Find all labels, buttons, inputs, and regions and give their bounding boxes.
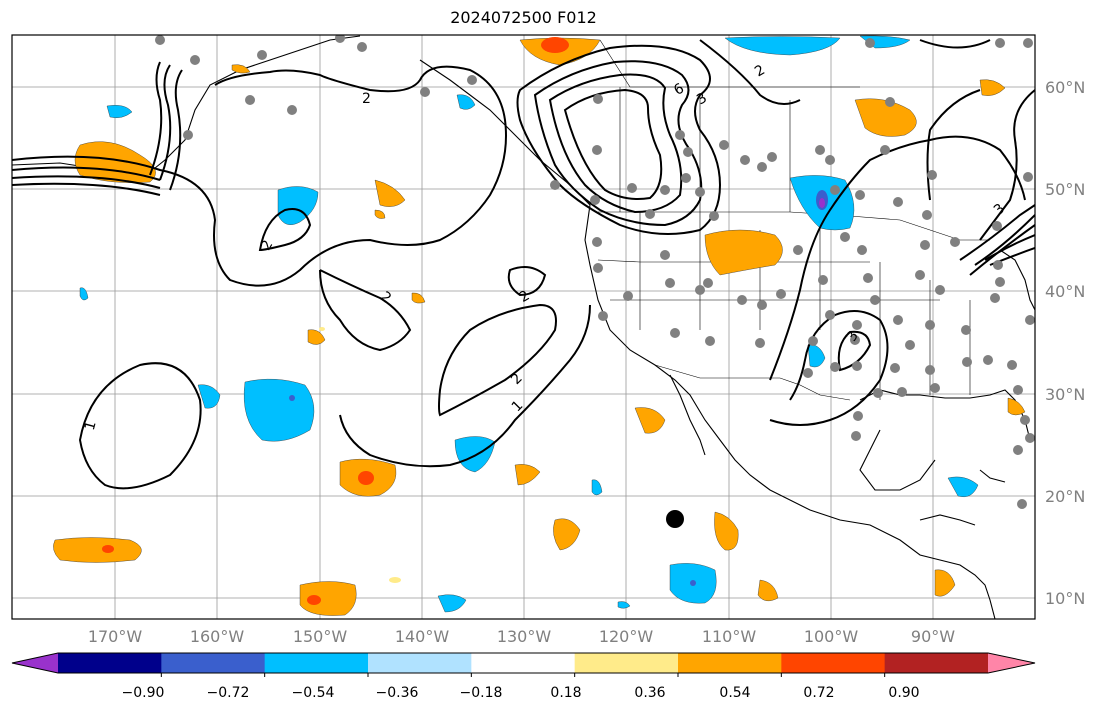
contour-label: 2 (362, 91, 371, 107)
colorbar-tick-label: 0.72 (803, 685, 834, 701)
lon-label: 150°W (293, 627, 348, 646)
lat-label: 30°N (1045, 385, 1085, 404)
colorbar-segment (678, 653, 782, 673)
colorbar-tick-label: −0.54 (292, 685, 335, 701)
colorbar-segment (574, 653, 679, 673)
lat-label: 50°N (1045, 180, 1085, 199)
colorbar-segment (471, 653, 576, 673)
lat-label: 20°N (1045, 487, 1085, 506)
colorbar-tick-label: 0.36 (634, 685, 665, 701)
colorbar-segment (264, 653, 369, 673)
colorbar-tick-label: 0.90 (888, 685, 919, 701)
plot-area (12, 35, 1035, 619)
colorbar-tick-label: 0.54 (719, 685, 750, 701)
colorbar-segment (58, 653, 162, 673)
contours (12, 39, 1035, 490)
colorbar-tick-label: −0.36 (376, 685, 419, 701)
lon-label: 160°W (190, 627, 245, 646)
lon-label: 130°W (497, 627, 552, 646)
plot-frame (11, 34, 1036, 620)
latitude-axis: 60°N 50°N 40°N 30°N 20°N 10°N (1045, 78, 1085, 608)
colorbar-segment (161, 653, 266, 673)
gridlines (12, 35, 1035, 619)
longitude-axis: 170°W 160°W 150°W 140°W 130°W 120°W 110°… (88, 627, 955, 646)
colorbar-tick-label: −0.90 (122, 685, 165, 701)
lon-label: 120°W (599, 627, 654, 646)
lon-label: 110°W (702, 627, 757, 646)
colorbar-tick-label: −0.18 (460, 685, 503, 701)
lat-label: 40°N (1045, 282, 1085, 301)
lat-label: 10°N (1045, 589, 1085, 608)
colorbar-outline (11, 652, 1036, 674)
map-title: 2024072500 F012 (450, 8, 597, 27)
lat-label: 60°N (1045, 78, 1085, 97)
lon-label: 100°W (804, 627, 859, 646)
lon-label: 170°W (88, 627, 143, 646)
colorbar-segment (884, 653, 989, 673)
colorbar-segment (368, 653, 472, 673)
contour-label: 1 (82, 419, 100, 432)
colorbar-tick-label: 0.18 (550, 685, 581, 701)
lon-label: 140°W (395, 627, 450, 646)
storm-center-marker (666, 510, 684, 528)
colorbar-tick-label: −0.72 (207, 685, 250, 701)
colorbar-extend-min (12, 653, 58, 673)
colorbar-segment (781, 653, 886, 673)
coastlines (12, 35, 1035, 619)
colorbar-extend-max (988, 653, 1035, 673)
colorbar-ticks: −0.90 −0.72 −0.54 −0.36 −0.18 0.18 0.36 … (122, 685, 920, 701)
station-dots (155, 35, 1035, 509)
colorbar (11, 652, 1036, 677)
lon-label: 90°W (911, 627, 955, 646)
